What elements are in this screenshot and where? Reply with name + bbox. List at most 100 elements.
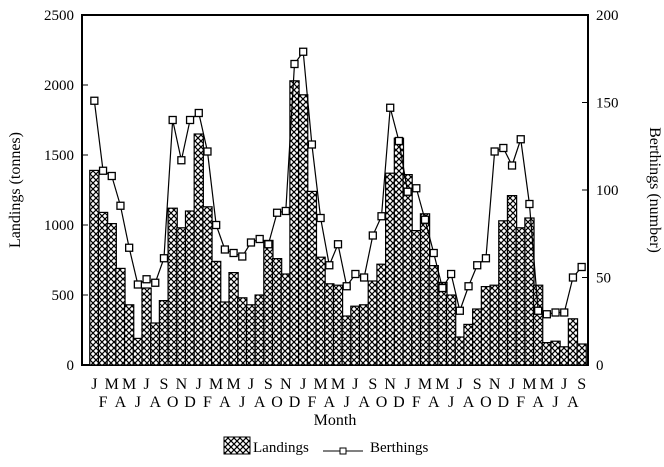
bar-landings — [541, 342, 553, 366]
bar-landings — [184, 210, 196, 366]
bar-landings — [472, 308, 483, 366]
point-berthings — [507, 161, 517, 170]
point-berthings — [359, 273, 369, 282]
bar-landings — [254, 294, 265, 366]
x-tick-label: N — [280, 376, 292, 393]
point-berthings — [490, 147, 499, 156]
bar-landings — [550, 340, 561, 366]
point-berthings — [394, 136, 404, 146]
point-berthings — [316, 213, 325, 223]
point-berthings — [212, 220, 221, 230]
point-berthings — [229, 248, 238, 258]
point-berthings — [455, 306, 464, 315]
x-tick-label: O — [167, 394, 179, 411]
bar-landings — [385, 172, 396, 366]
x-tick-label: N — [384, 376, 396, 393]
bar-landings — [115, 267, 126, 366]
point-berthings — [299, 47, 308, 56]
bar-landings — [193, 133, 204, 366]
x-tick-label: F — [307, 394, 316, 411]
bar-landings — [106, 223, 117, 366]
bar-landings — [332, 284, 344, 366]
point-berthings — [429, 248, 438, 258]
x-tick-label: J — [561, 376, 567, 393]
bar-landings — [419, 213, 431, 366]
x-tick-label: J — [143, 376, 149, 393]
bar-landings — [271, 258, 283, 366]
x-tick-label: A — [567, 394, 579, 411]
left-tick-label: 1000 — [44, 218, 74, 234]
point-berthings — [499, 143, 508, 153]
x-tick-label: M — [209, 376, 223, 393]
bar-landings — [141, 287, 152, 366]
left-tick-label: 1500 — [44, 148, 74, 164]
x-tick-label: J — [91, 376, 97, 393]
point-berthings — [560, 308, 569, 317]
legend-swatch-landings — [223, 436, 251, 455]
right-axis-label: Berthings (number) — [646, 127, 663, 253]
point-berthings — [290, 59, 299, 69]
bar-landings — [393, 137, 405, 366]
point-berthings — [107, 171, 116, 181]
bar-landings — [228, 272, 239, 366]
x-tick-label: J — [448, 394, 454, 411]
point-berthings — [246, 238, 256, 247]
point-berthings — [516, 135, 525, 144]
x-tick-label: A — [532, 394, 544, 411]
bar-landings — [341, 315, 352, 366]
x-tick-label: F — [516, 394, 525, 411]
bar-landings — [150, 322, 161, 366]
x-tick-label: J — [300, 376, 306, 393]
x-tick-label: A — [254, 394, 266, 411]
point-berthings — [203, 147, 212, 156]
x-tick-label: M — [418, 376, 432, 393]
point-berthings — [238, 252, 247, 261]
right-tick-label: 100 — [596, 183, 619, 199]
point-berthings — [342, 282, 351, 291]
x-tick-label: M — [331, 376, 345, 393]
legend-label-landings: Landings — [253, 440, 309, 456]
x-tick-label: J — [248, 376, 254, 393]
x-tick-label: F — [99, 394, 108, 411]
bar-landings — [324, 283, 335, 366]
point-berthings — [142, 275, 151, 284]
x-tick-label: A — [219, 394, 231, 411]
legend: Landings Berthings — [223, 436, 428, 456]
x-tick-label: N — [176, 376, 188, 393]
bar-landings — [463, 323, 474, 366]
point-berthings — [98, 166, 108, 175]
x-tick-label: J — [457, 376, 463, 393]
point-berthings — [220, 245, 230, 254]
bar-landings — [315, 256, 326, 366]
x-tick-label: M — [226, 376, 240, 393]
bar-landings — [480, 286, 492, 366]
left-tick-label: 0 — [67, 358, 75, 374]
point-berthings — [255, 234, 264, 244]
x-axis-label: Month — [314, 412, 357, 429]
point-berthings — [551, 308, 560, 317]
x-tick-label: M — [522, 376, 536, 393]
point-berthings — [264, 240, 273, 249]
x-tick-label: J — [135, 394, 141, 411]
x-tick-label: A — [428, 394, 440, 411]
x-tick-label: M — [313, 376, 327, 393]
x-tick-label: D — [184, 394, 196, 411]
point-berthings — [568, 273, 578, 282]
bar-landings — [358, 304, 370, 366]
point-berthings — [533, 306, 543, 315]
point-berthings — [325, 261, 334, 270]
right-tick-label: 200 — [596, 8, 619, 24]
point-berthings — [542, 310, 551, 319]
point-berthings — [464, 282, 473, 291]
point-berthings — [177, 156, 186, 165]
bar-landings — [167, 207, 178, 366]
x-tick-label: M — [122, 376, 136, 393]
x-tick-label: A — [463, 394, 475, 411]
right-tick-label: 0 — [596, 358, 604, 374]
bar-landings — [350, 305, 361, 366]
x-tick-label: S — [368, 376, 377, 393]
x-tick-label: J — [509, 376, 515, 393]
x-tick-label: M — [540, 376, 554, 393]
